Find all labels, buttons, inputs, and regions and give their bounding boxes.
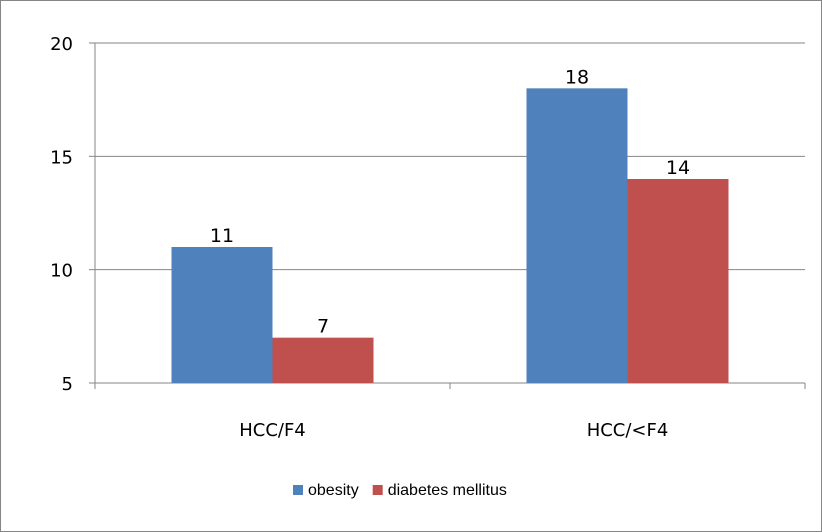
x-category-label: HCC/F4 xyxy=(239,420,306,441)
bar-diabetes-mellitus-2 xyxy=(627,179,729,383)
legend-label: diabetes mellitus xyxy=(388,482,507,499)
data-labels: 11 7 18 14 xyxy=(210,66,690,337)
category-labels: HCC/F4 HCC/<F4 xyxy=(239,420,668,441)
data-label: 18 xyxy=(565,66,589,88)
y-tick-label: 10 xyxy=(50,261,73,282)
legend-swatch xyxy=(372,485,383,495)
data-label: 14 xyxy=(666,157,690,179)
bar-obesity-2 xyxy=(526,88,628,383)
bar-diabetes-mellitus-1 xyxy=(272,337,374,383)
y-tick-label: 20 xyxy=(50,34,73,55)
y-axis-ticks: 5 10 15 20 xyxy=(50,34,73,395)
y-tick-label: 15 xyxy=(50,147,73,168)
y-tick-label: 5 xyxy=(62,374,73,395)
data-label: 11 xyxy=(210,225,234,247)
x-category-label: HCC/<F4 xyxy=(587,420,669,441)
legend: obesity diabetes mellitus xyxy=(293,482,507,499)
bar-obesity-1 xyxy=(171,247,273,383)
data-label: 7 xyxy=(317,316,329,338)
legend-swatch xyxy=(293,485,303,495)
bars xyxy=(171,88,729,383)
legend-label: obesity xyxy=(308,482,359,499)
